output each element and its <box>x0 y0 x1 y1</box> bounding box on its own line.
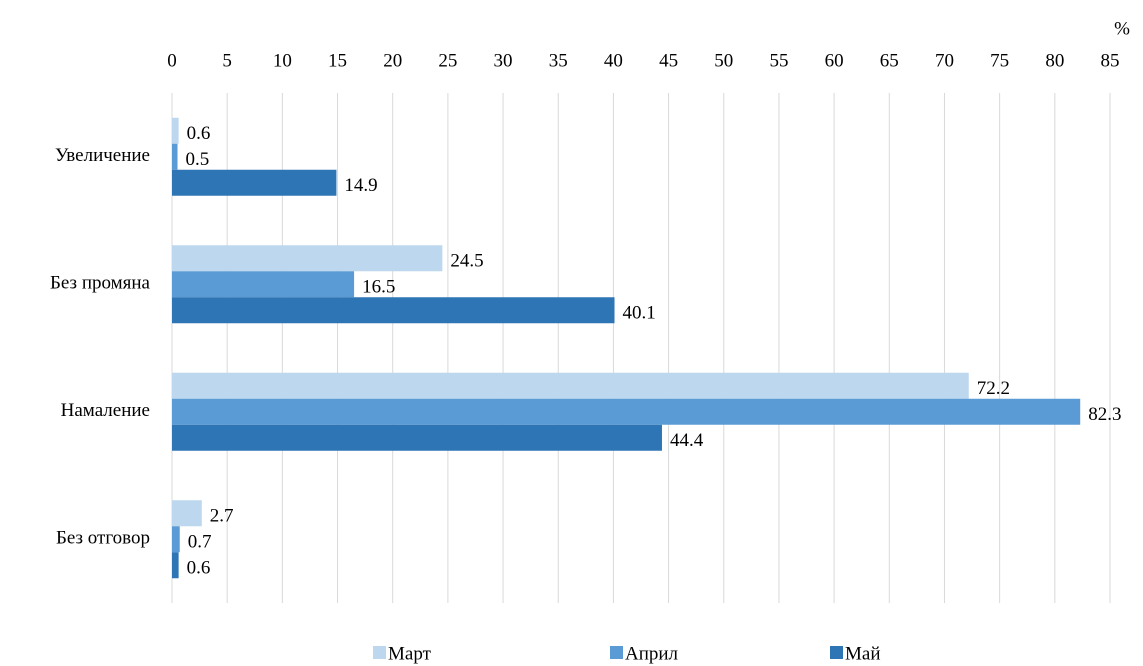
x-tick-label: 20 <box>383 50 402 71</box>
bar <box>172 143 178 170</box>
x-tick-label: 65 <box>880 50 899 71</box>
data-label: 2.7 <box>210 506 234 527</box>
legend-swatch <box>610 646 623 659</box>
legend-label: Май <box>845 643 881 664</box>
bar <box>172 169 337 196</box>
data-label: 82.3 <box>1088 404 1121 425</box>
bar <box>172 398 1081 425</box>
bar <box>172 297 615 324</box>
bar <box>172 117 179 144</box>
data-label: 0.6 <box>187 558 211 579</box>
x-tick-label: 75 <box>990 50 1009 71</box>
data-label: 72.2 <box>977 378 1010 399</box>
legend-label: Април <box>625 643 679 664</box>
x-tick-label: 15 <box>328 50 347 71</box>
x-tick-label: 10 <box>273 50 292 71</box>
y-tick-label: Увеличение <box>55 145 150 166</box>
x-tick-label: 0 <box>167 50 177 71</box>
x-tick-label: 55 <box>769 50 788 71</box>
legend-swatch <box>830 646 843 659</box>
y-tick-label: Без отговор <box>56 528 150 549</box>
bar <box>172 245 443 272</box>
legend-label: Март <box>388 643 432 664</box>
data-label: 40.1 <box>623 303 656 324</box>
x-tick-label: 30 <box>494 50 513 71</box>
x-tick-label: 70 <box>935 50 954 71</box>
x-tick-label: 50 <box>714 50 733 71</box>
data-label: 24.5 <box>450 251 483 272</box>
data-label: 0.5 <box>186 149 210 170</box>
bar <box>172 271 355 298</box>
bar <box>172 526 180 553</box>
data-label: 44.4 <box>670 430 704 451</box>
data-label: 16.5 <box>362 277 395 298</box>
x-tick-label: 80 <box>1045 50 1064 71</box>
x-tick-label: 35 <box>549 50 568 71</box>
bar <box>172 500 202 527</box>
x-axis-unit: % <box>1114 18 1130 39</box>
y-tick-label: Намаление <box>61 400 150 421</box>
x-tick-label: 25 <box>438 50 457 71</box>
y-tick-label: Без промяна <box>50 273 151 294</box>
x-tick-label: 85 <box>1101 50 1120 71</box>
x-tick-label: 40 <box>604 50 623 71</box>
data-label: 14.9 <box>344 175 377 196</box>
bar <box>172 372 969 399</box>
bar <box>172 424 662 451</box>
x-tick-label: 45 <box>659 50 678 71</box>
x-tick-label: 60 <box>825 50 844 71</box>
x-tick-label: 5 <box>222 50 232 71</box>
bar <box>172 552 179 579</box>
data-label: 0.7 <box>188 532 212 553</box>
legend-swatch <box>373 646 386 659</box>
data-label: 0.6 <box>187 123 211 144</box>
